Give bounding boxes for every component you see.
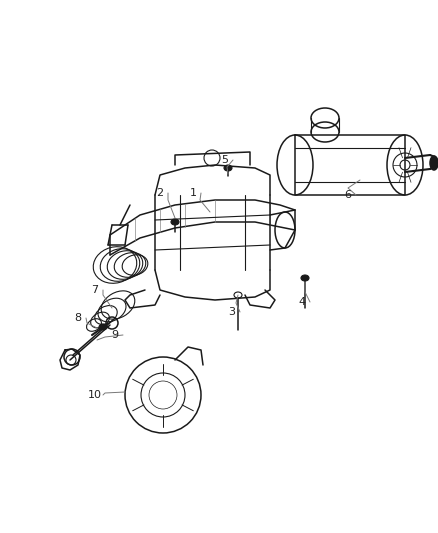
Ellipse shape bbox=[224, 165, 232, 171]
Text: 1: 1 bbox=[190, 188, 197, 198]
Ellipse shape bbox=[171, 219, 179, 225]
Text: 7: 7 bbox=[92, 285, 99, 295]
Text: 8: 8 bbox=[74, 313, 81, 323]
Ellipse shape bbox=[99, 324, 107, 330]
Ellipse shape bbox=[430, 156, 438, 170]
Text: 10: 10 bbox=[88, 390, 102, 400]
Text: 5: 5 bbox=[222, 155, 229, 165]
Text: 4: 4 bbox=[298, 297, 306, 307]
Ellipse shape bbox=[301, 275, 309, 281]
Text: 3: 3 bbox=[229, 307, 236, 317]
Text: 9: 9 bbox=[111, 330, 119, 340]
Text: 6: 6 bbox=[345, 190, 352, 200]
Text: 2: 2 bbox=[156, 188, 163, 198]
